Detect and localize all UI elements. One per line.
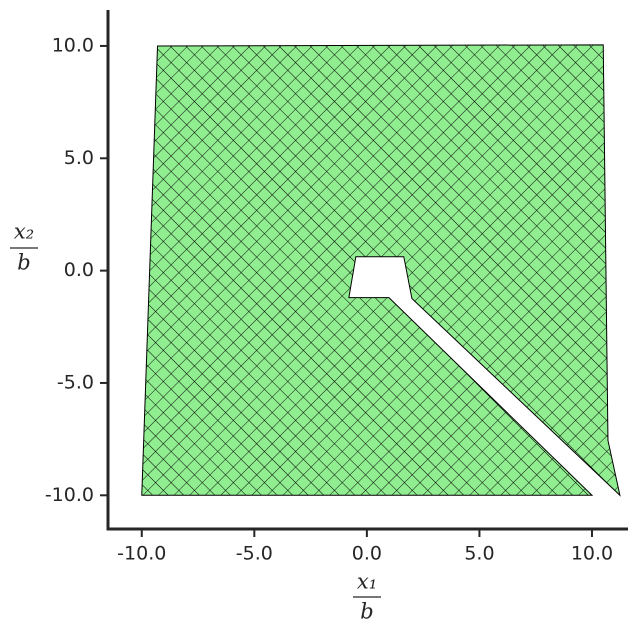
y-tick-label: 10.0: [52, 34, 94, 56]
y-label-denominator: b: [17, 251, 30, 275]
y-tick-label: 0.0: [64, 259, 94, 281]
y-tick-label: -10.0: [45, 484, 94, 506]
x-label-numerator: x₁: [357, 570, 377, 594]
x-label-denominator: b: [360, 600, 373, 624]
x-tick-label: 0.0: [352, 543, 382, 565]
y-tick-label: 5.0: [64, 147, 94, 169]
mesh-lines: [141, 44, 621, 497]
x-tick-label: 5.0: [464, 543, 494, 565]
x-tick-label: 10.0: [571, 543, 613, 565]
y-label-numerator: x₂: [14, 220, 34, 244]
y-tick-label: -5.0: [57, 371, 94, 393]
x-tick-label: -5.0: [236, 543, 273, 565]
x-tick-label: -10.0: [117, 543, 166, 565]
